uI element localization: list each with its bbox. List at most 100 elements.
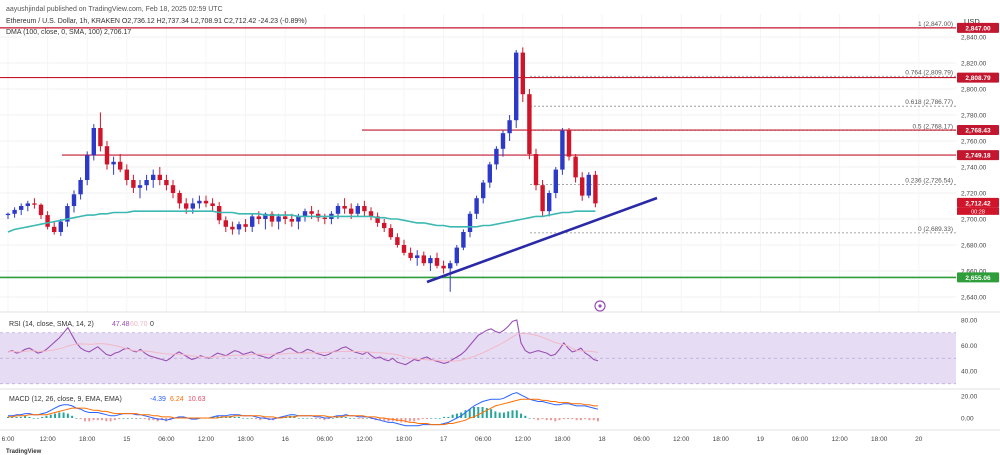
time-tick-label: 12:00 (198, 436, 215, 443)
macd-pane: MACD (12, 26, close, 9, EMA, EMA) -4.39 … (7, 392, 978, 427)
candle-body (586, 174, 591, 196)
candle-body (487, 164, 492, 183)
candle-body (382, 222, 387, 229)
macd-histogram-bar (62, 412, 65, 418)
macd-histogram-bar (126, 418, 129, 419)
macd-histogram-bar (592, 418, 595, 421)
price-tick-label: 2,640.00 (961, 295, 987, 302)
time-axis[interactable]: 6:00 12:00 18:00 15 06:00 12:00 18:00 16 06:00 12… (0, 429, 1000, 443)
candle-body (593, 174, 598, 204)
time-tick-label: 12:00 (356, 436, 373, 443)
macd-histogram-bar (75, 418, 78, 419)
price-badge-label: 2,749.18 (965, 153, 991, 160)
macd-histogram-bar (588, 418, 591, 421)
macd-histogram-bar (490, 409, 493, 418)
candle-body (322, 217, 327, 219)
candle-body (58, 221, 63, 232)
rsi-ma-line (7, 333, 599, 362)
publisher-text: aayushjindal published on TradingView.co… (6, 6, 223, 13)
candle-body (164, 180, 169, 186)
macd-histogram-bar (139, 418, 142, 419)
candle-body (131, 180, 136, 188)
macd-histogram-bar (549, 418, 552, 421)
time-tick-label: 06:00 (158, 436, 175, 443)
macd-histogram-bar (135, 418, 138, 420)
macd-histogram-bar (383, 418, 386, 422)
macd-histogram-bar (378, 418, 381, 421)
candle-body (137, 185, 143, 188)
macd-histogram-bar (178, 416, 181, 418)
macd-histogram-bar (464, 410, 467, 418)
macd-histogram-bar (421, 418, 424, 420)
support-trend-line[interactable] (426, 196, 658, 284)
macd-histogram-bar (195, 418, 198, 420)
candle-body (408, 252, 413, 258)
countdown-label: 00:28 (971, 209, 985, 215)
fib-level-label: 1 (2,847.00) (918, 21, 953, 28)
macd-histogram-bar (220, 416, 223, 418)
macd-histogram-bar (92, 418, 95, 421)
macd-histogram-bar (507, 411, 510, 418)
candle-body (527, 94, 532, 154)
time-tick-label: 18:00 (237, 436, 254, 443)
price-tick-label: 2,780.00 (961, 113, 987, 120)
rsi-tick-label: 60.00 (961, 343, 978, 350)
candle-body (144, 180, 149, 186)
macd-histogram-bar (524, 415, 527, 418)
candle-body (401, 245, 407, 253)
macd-histogram-bar (473, 407, 476, 418)
price-tick-label: 2,740.00 (961, 165, 987, 172)
macd-histogram-bar (528, 418, 531, 419)
macd-histogram-bar (584, 418, 587, 420)
macd-histogram-bar (237, 416, 240, 418)
macd-histogram-bar (408, 418, 411, 422)
candle-body (362, 206, 367, 212)
compass-icon[interactable] (594, 300, 606, 312)
price-badge-label: 2,655.06 (965, 275, 991, 282)
price-tick-label: 2,840.00 (961, 35, 987, 42)
macd-histogram-bar (425, 418, 428, 420)
candle-body (573, 156, 578, 178)
candle-body (500, 133, 506, 149)
candle-body (388, 228, 393, 238)
price-axis[interactable]: USD 2,840.00 2,820.00 2,800.00 2,780.00 2,76… (956, 12, 1000, 312)
currency-label: USD (964, 17, 980, 26)
macd-histogram-bar (349, 418, 352, 419)
macd-histogram-bar (54, 413, 57, 418)
rsi-ticks: 80.00 60.00 40.00 (961, 318, 978, 376)
candle-body (368, 211, 374, 217)
macd-histogram-bar (537, 418, 540, 421)
fib-level-label: 0.5 (2,768.17) (913, 123, 953, 130)
macd-histogram-bar (485, 408, 488, 418)
macd-histogram-bar (319, 418, 322, 420)
macd-value-3: 10.63 (188, 396, 206, 403)
price-badge (957, 197, 999, 208)
macd-histogram-bar (233, 416, 236, 418)
symbol-line: Ethereum / U.S. Dollar, 1h, KRAKEN O2,73… (6, 18, 307, 25)
candle-body (32, 203, 37, 205)
candle-body (263, 213, 268, 219)
candle-body (434, 258, 440, 266)
candle-body (230, 226, 235, 230)
macd-histogram-bar (344, 416, 347, 418)
macd-histogram-bar (263, 418, 266, 420)
time-tick-label: 12:00 (515, 436, 532, 443)
candle-body (395, 237, 400, 245)
macd-histogram-bar (455, 413, 458, 418)
time-tick-label: 18:00 (79, 436, 96, 443)
rsi-value-3: 0 (150, 321, 154, 328)
rsi-tick-label: 40.00 (961, 369, 978, 376)
macd-histogram-bar (314, 418, 317, 420)
candle-body (91, 128, 96, 156)
macd-histogram-bar (152, 418, 155, 421)
price-tick-label: 2,660.00 (961, 269, 987, 276)
time-tick-label: 12:00 (831, 436, 848, 443)
macd-histogram-bar (250, 418, 253, 419)
macd-histogram-bar (515, 410, 518, 418)
time-tick-label: 19 (757, 436, 765, 443)
price-ticks: 2,840.00 2,820.00 2,800.00 2,780.00 2,760.00… (961, 35, 987, 302)
candle-body (250, 216, 255, 227)
candle-body (494, 148, 499, 165)
candle-body (118, 161, 123, 170)
